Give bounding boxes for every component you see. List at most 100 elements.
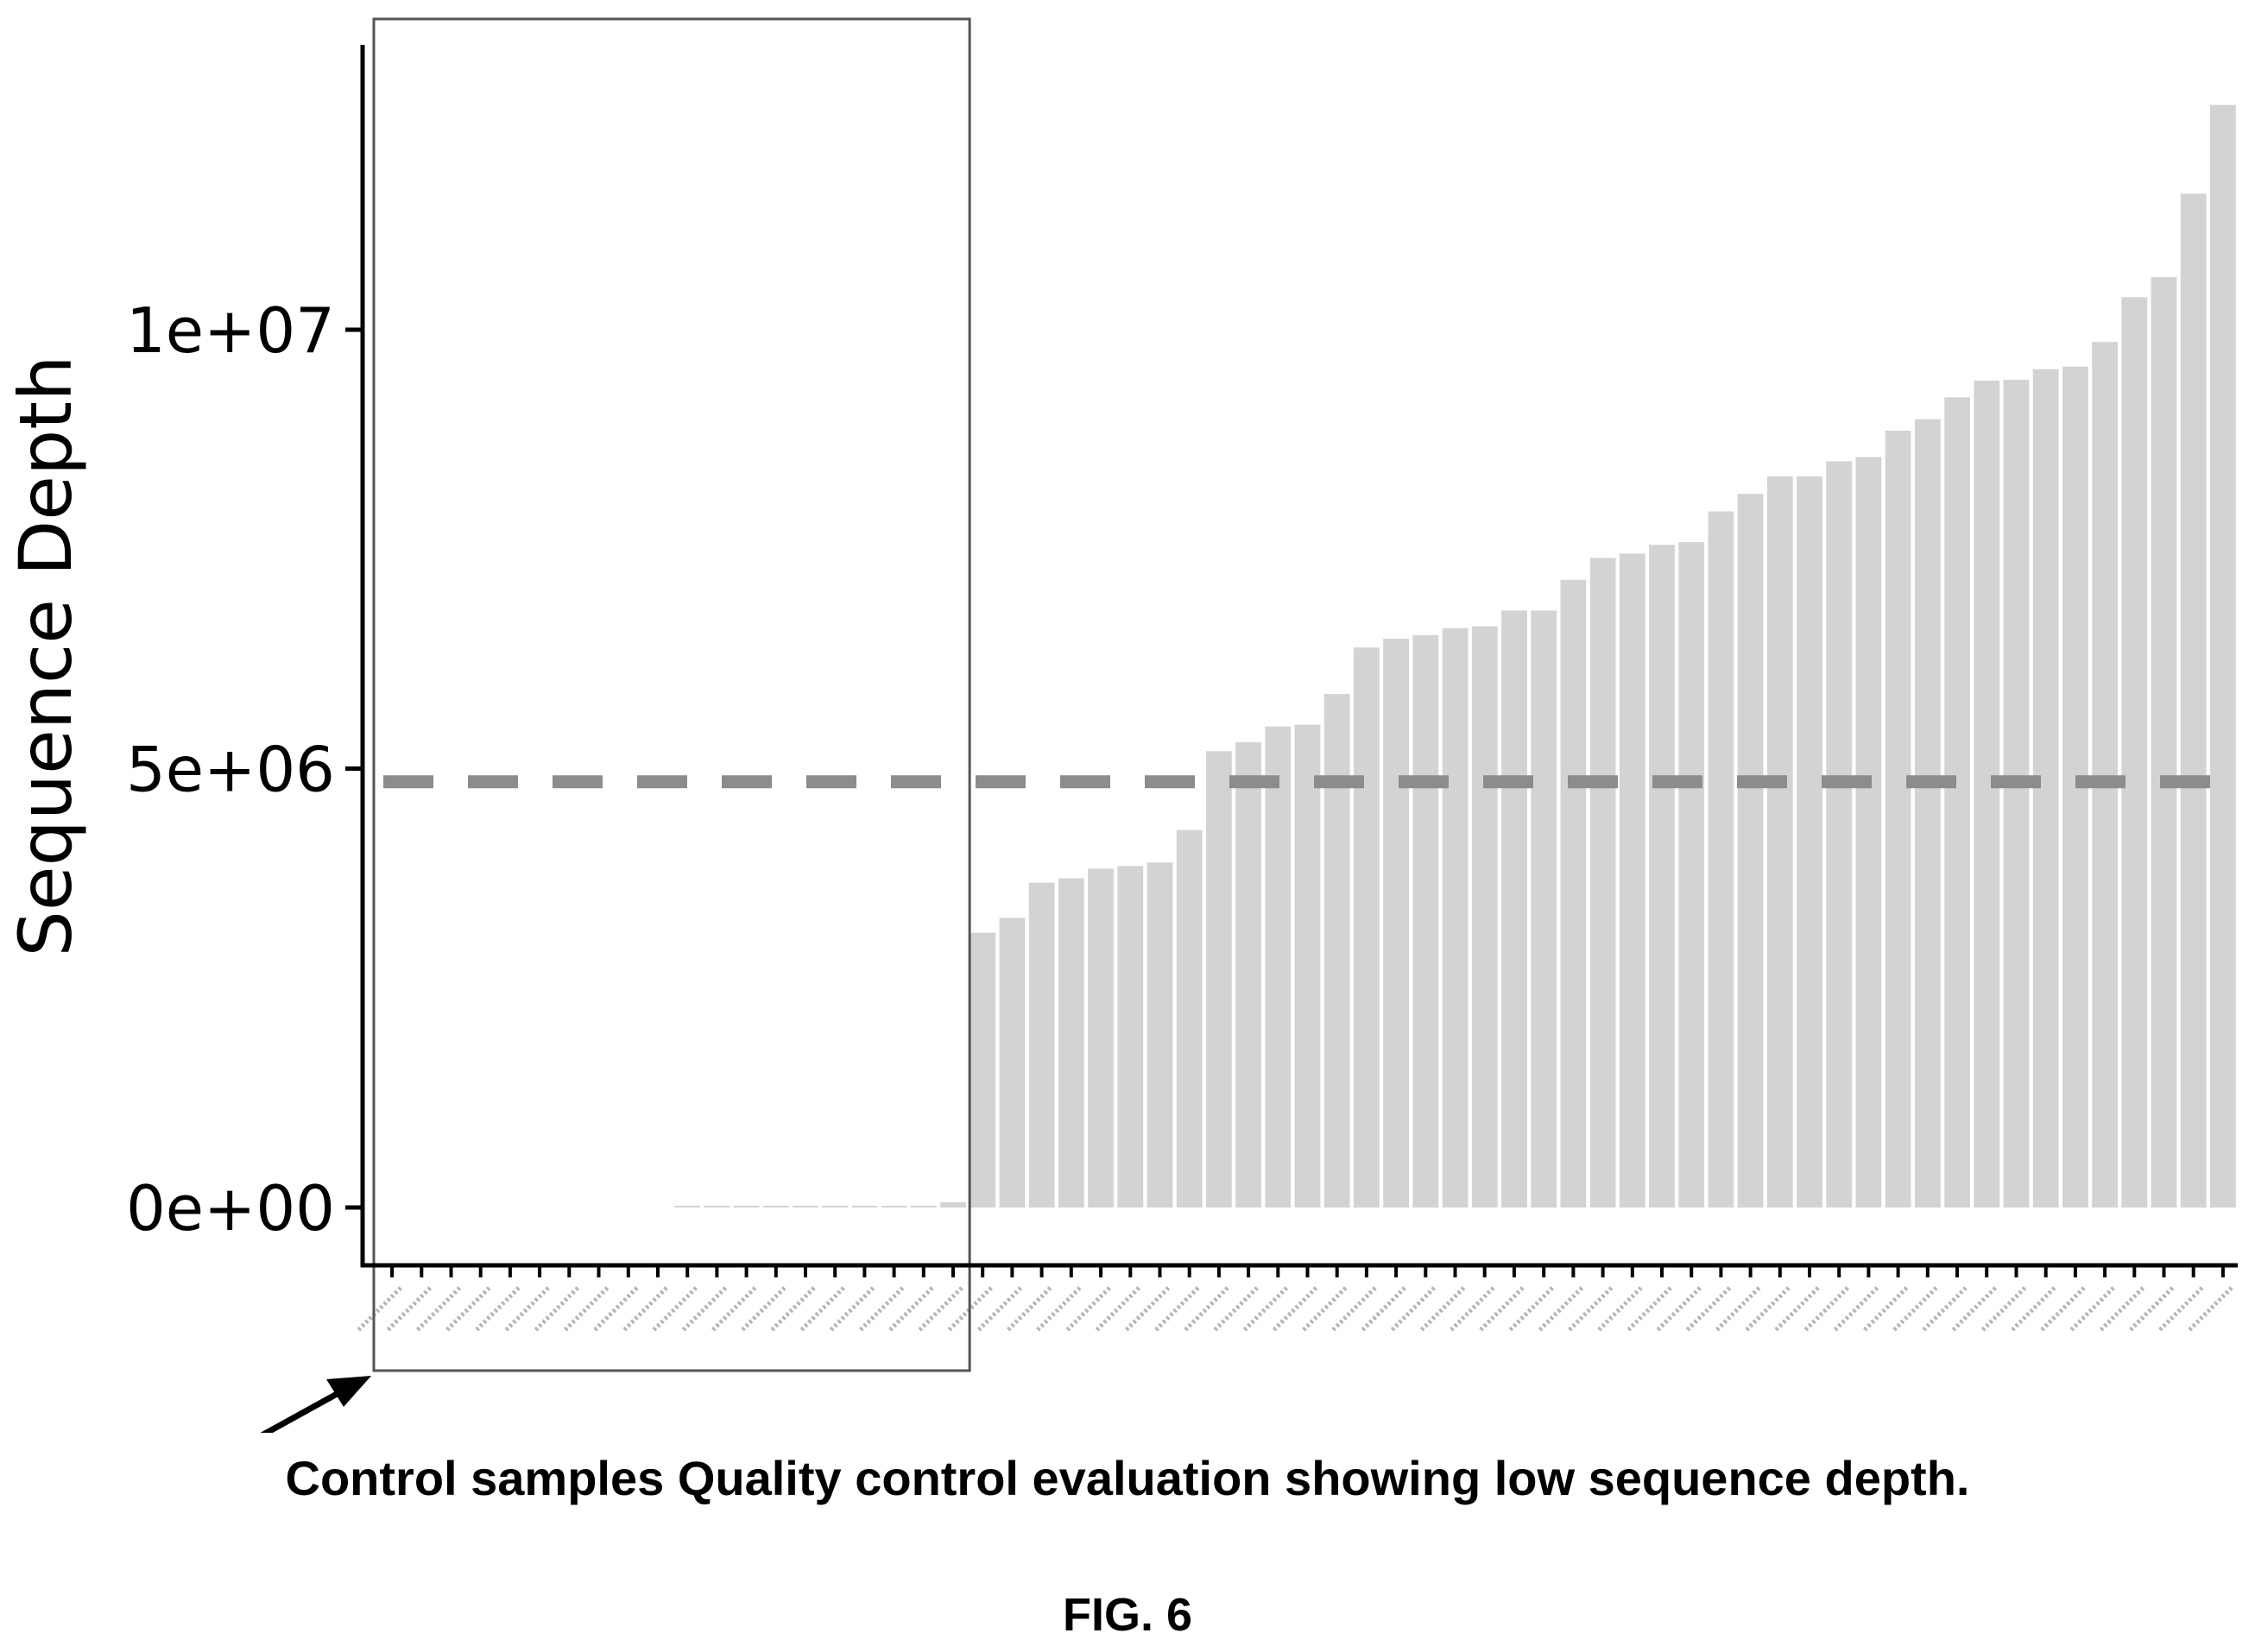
bar — [999, 917, 1026, 1207]
bar — [1944, 397, 1970, 1207]
x-tick-label-mark — [1950, 1286, 1997, 1333]
x-tick-label-mark — [1655, 1286, 1702, 1333]
x-tick-label-mark — [1921, 1286, 1968, 1333]
x-tick-label-mark — [2009, 1286, 2056, 1333]
x-tick-label-mark — [1064, 1286, 1111, 1333]
x-tick-label-mark — [1832, 1286, 1879, 1333]
bar — [1619, 553, 1645, 1207]
x-tick-label-mark — [1684, 1286, 1732, 1333]
x-tick-label-mark — [2069, 1286, 2115, 1333]
bar — [1737, 494, 1764, 1207]
x-tick-label-mark — [2187, 1286, 2233, 1333]
bar — [1294, 724, 1321, 1207]
bar — [1885, 431, 1911, 1207]
bar — [704, 1206, 730, 1207]
x-tick-label-mark — [1360, 1286, 1406, 1333]
x-tick-label-mark — [1123, 1286, 1171, 1333]
x-tick-label-mark — [592, 1286, 639, 1333]
bar — [910, 1206, 937, 1207]
x-tick-label-mark — [1241, 1286, 1289, 1333]
bar — [1501, 610, 1527, 1207]
x-tick-label-mark — [444, 1286, 491, 1333]
bar — [1354, 647, 1380, 1207]
x-tick-label-mark — [769, 1286, 816, 1333]
x-tick-label-mark — [680, 1286, 728, 1333]
bar — [2210, 104, 2236, 1208]
y-ticks-group: 0e+00 5e+06 1e+07 — [126, 294, 363, 1245]
x-tick-label-mark — [2039, 1286, 2086, 1333]
bar — [2032, 369, 2059, 1207]
bar — [1471, 626, 1498, 1207]
x-tick-label-mark — [356, 1286, 402, 1333]
bar — [1117, 866, 1144, 1207]
x-tick-label-mark — [1892, 1286, 1938, 1333]
bar — [1265, 726, 1292, 1207]
x-tick-label-mark — [622, 1286, 668, 1333]
y-tick-label: 5e+06 — [126, 734, 335, 806]
bar — [1797, 476, 1822, 1207]
bar — [1235, 742, 1261, 1207]
bar — [1028, 882, 1055, 1207]
bar — [793, 1206, 818, 1207]
bar — [2092, 342, 2118, 1207]
x-tick-label-mark — [474, 1286, 521, 1333]
bar — [2151, 277, 2177, 1207]
bar — [1176, 829, 1203, 1207]
x-tick-label-mark — [562, 1286, 610, 1333]
x-tick-label-mark — [1300, 1286, 1348, 1333]
x-tick-label-mark — [1626, 1286, 1672, 1333]
x-tick-label-mark — [799, 1286, 845, 1333]
x-tick-label-mark — [1153, 1286, 1200, 1333]
bar — [1678, 542, 1705, 1207]
sequence-depth-chart: 0e+00 5e+06 1e+07 Sequence Depth — [3, 17, 2238, 1433]
x-tick-label-mark — [1507, 1286, 1554, 1333]
bar — [1855, 457, 1882, 1207]
bar — [1383, 639, 1409, 1207]
bar — [940, 1201, 966, 1207]
x-tick-label-mark — [1330, 1286, 1377, 1333]
x-tick-label-mark — [857, 1286, 905, 1333]
figure-label: FIG. 6 — [1062, 1589, 1193, 1641]
bar — [970, 932, 996, 1207]
y-tick-label: 1e+07 — [126, 294, 335, 367]
y-tick-label: 0e+00 — [126, 1172, 335, 1245]
x-tick-label-mark — [1980, 1286, 2027, 1333]
bar — [1088, 868, 1114, 1207]
x-tick-label-mark — [1183, 1286, 1229, 1333]
x-tick-label-mark — [1478, 1286, 1525, 1333]
x-tick-label-mark — [2127, 1286, 2175, 1333]
control-samples-box — [372, 17, 971, 1372]
x-tick-label-mark — [2098, 1286, 2145, 1333]
x-tick-label-mark — [828, 1286, 875, 1333]
bars-group — [674, 104, 2236, 1208]
bar — [2003, 380, 2030, 1207]
bar — [851, 1206, 878, 1207]
annotation-arrow — [260, 1376, 371, 1433]
bar — [1708, 511, 1734, 1207]
x-tick-label-mark — [917, 1286, 963, 1333]
bar — [2180, 193, 2207, 1207]
x-tick-label-mark — [1418, 1286, 1466, 1333]
bar — [1531, 610, 1557, 1207]
bar — [822, 1206, 849, 1207]
x-tick-label-mark — [1537, 1286, 1584, 1333]
x-tick-label-mark — [1803, 1286, 1849, 1333]
bar — [1560, 579, 1587, 1207]
bar — [1915, 419, 1941, 1207]
x-tick-label-mark — [385, 1286, 433, 1333]
x-tick-label-mark — [1035, 1286, 1082, 1333]
x-tick-label-mark — [1094, 1286, 1141, 1333]
x-tick-label-mark — [976, 1286, 1023, 1333]
bar — [1826, 461, 1853, 1207]
x-tick-label-mark — [1861, 1286, 1909, 1333]
bar — [1589, 558, 1616, 1207]
bar — [1412, 634, 1439, 1207]
bar — [1058, 878, 1084, 1207]
x-tick-labels-group — [356, 1286, 2233, 1333]
arrow-head-icon — [326, 1376, 371, 1407]
bar — [1146, 862, 1173, 1207]
annotation-caption: Control samples Quality control evaluati… — [285, 1451, 1970, 1505]
x-tick-label-mark — [1773, 1286, 1820, 1333]
x-tick-label-mark — [1271, 1286, 1318, 1333]
x-tick-label-mark — [533, 1286, 580, 1333]
